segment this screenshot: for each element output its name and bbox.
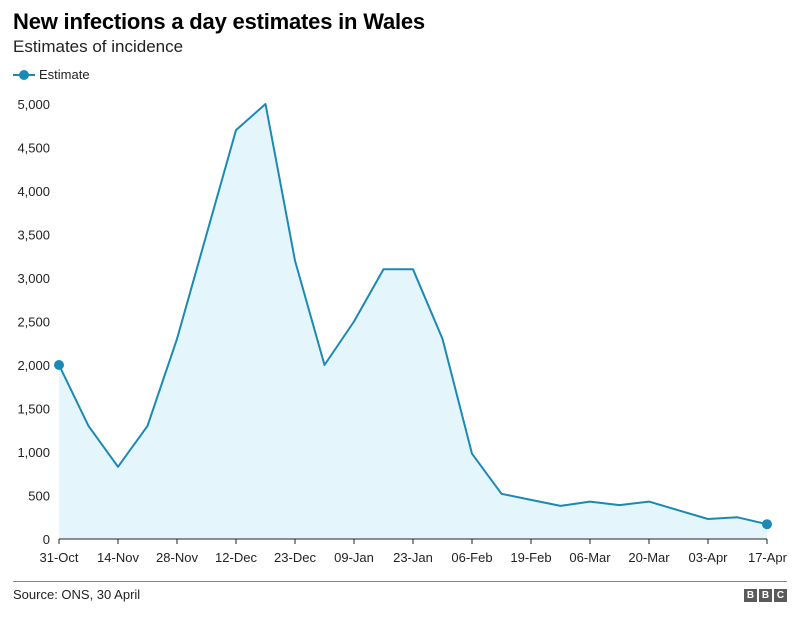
x-axis: 31-Oct 14-Nov 28-Nov 12-Dec 23-Dec 09-Jan 23-J… — [39, 539, 788, 565]
series-line-estimate — [58, 103, 768, 526]
y-tick-label: 1,500 — [17, 402, 50, 417]
data-point-marker — [762, 519, 772, 530]
y-tick-label: 4,000 — [17, 184, 50, 199]
x-tick-label: 23-Dec — [274, 550, 316, 565]
logo-letter: B — [759, 589, 772, 602]
y-tick-label: 3,000 — [17, 271, 50, 286]
bbc-logo: B B C — [744, 589, 787, 602]
y-tick-label: 3,500 — [17, 228, 50, 243]
x-tick-label: 23-Jan — [393, 550, 433, 565]
y-axis: 0 500 1,000 1,500 2,000 2,500 3,000 3,500 4,000 4… — [17, 97, 50, 547]
legend-label: Estimate — [39, 67, 90, 82]
legend: Estimate — [13, 67, 90, 82]
y-tick-label: 2,500 — [17, 315, 50, 330]
y-tick-label: 5,000 — [17, 97, 50, 112]
x-tick-label: 19-Feb — [510, 550, 551, 565]
x-tick-label: 20-Mar — [628, 550, 670, 565]
x-tick-label: 12-Dec — [215, 550, 257, 565]
logo-letter: C — [774, 589, 787, 602]
x-tick-label: 09-Jan — [334, 550, 374, 565]
y-tick-label: 1,000 — [17, 445, 50, 460]
x-tick-label: 14-Nov — [97, 550, 139, 565]
x-tick-label: 31-Oct — [39, 550, 78, 565]
y-tick-label: 0 — [43, 532, 50, 547]
x-tick-label: 06-Mar — [569, 550, 611, 565]
end-markers — [54, 360, 772, 530]
x-tick-label: 06-Feb — [451, 550, 492, 565]
y-tick-label: 4,500 — [17, 141, 50, 156]
source-note: Source: ONS, 30 April — [13, 587, 141, 602]
y-tick-label: 2,000 — [17, 358, 50, 373]
chart-subtitle: Estimates of incidence — [13, 37, 184, 56]
area-fill — [59, 104, 767, 539]
footer-divider — [13, 581, 787, 582]
data-point-marker — [54, 360, 64, 370]
x-tick-label: 28-Nov — [156, 550, 198, 565]
legend-marker-icon — [13, 69, 35, 80]
logo-letter: B — [744, 589, 757, 602]
x-tick-label: 17-Apr — [748, 550, 788, 565]
chart-title: New infections a day estimates in Wales — [13, 9, 425, 34]
x-tick-label: 03-Apr — [688, 550, 728, 565]
y-tick-label: 500 — [28, 489, 50, 504]
